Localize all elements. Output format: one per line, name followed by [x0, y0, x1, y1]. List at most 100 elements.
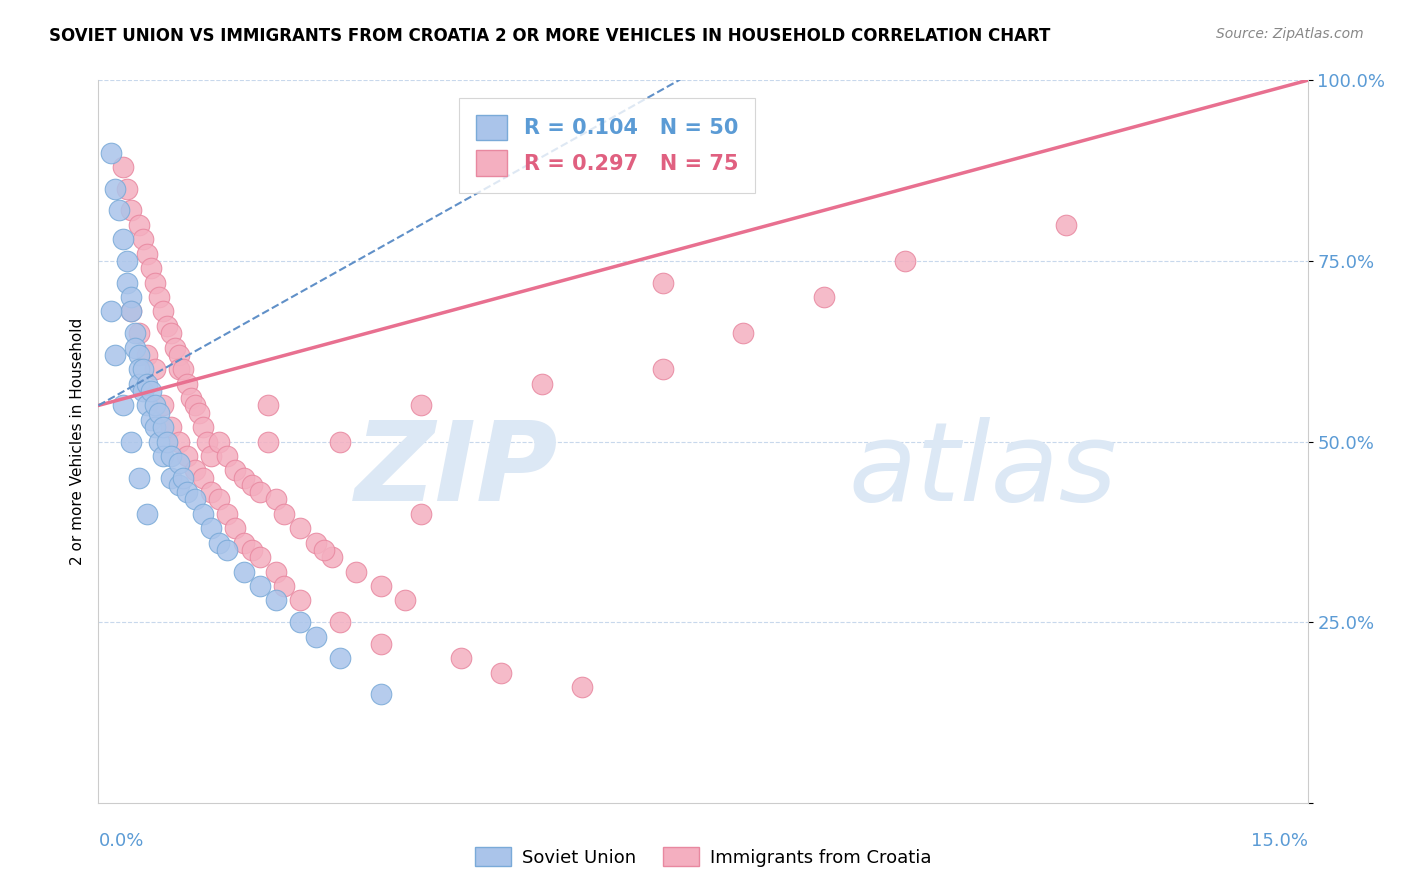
Point — [176, 376, 198, 391]
Point — [167, 348, 190, 362]
Point — [193, 420, 215, 434]
Y-axis label: 2 or more Vehicles in Household: 2 or more Vehicles in Household — [69, 318, 84, 566]
Point — [240, 478, 263, 492]
Point — [120, 290, 142, 304]
Point — [139, 384, 162, 398]
Point — [224, 463, 246, 477]
Point — [115, 253, 138, 268]
Point — [571, 680, 593, 694]
Point — [128, 326, 150, 341]
Point — [288, 521, 311, 535]
Point — [135, 507, 157, 521]
Point — [305, 630, 328, 644]
Point — [232, 471, 254, 485]
Point — [208, 535, 231, 549]
Point — [273, 507, 295, 521]
Point — [167, 456, 190, 470]
Point — [132, 362, 155, 376]
Point — [152, 304, 174, 318]
Point — [256, 434, 278, 449]
Point — [120, 434, 142, 449]
Point — [305, 535, 328, 549]
Point — [143, 420, 166, 434]
Point — [288, 615, 311, 630]
Point — [249, 579, 271, 593]
Point — [217, 449, 239, 463]
Point — [188, 406, 211, 420]
Point — [893, 253, 915, 268]
Point — [240, 542, 263, 557]
Point — [111, 232, 134, 246]
Point — [148, 290, 170, 304]
Point — [249, 550, 271, 565]
Point — [120, 203, 142, 218]
Point — [329, 651, 352, 665]
Point — [200, 485, 222, 500]
Point — [148, 434, 170, 449]
Point — [208, 434, 231, 449]
Point — [200, 449, 222, 463]
Point — [409, 398, 432, 412]
Point — [249, 485, 271, 500]
Point — [288, 593, 311, 607]
Point — [167, 362, 190, 376]
Point — [160, 449, 183, 463]
Point — [195, 434, 218, 449]
Point — [143, 398, 166, 412]
Point — [148, 406, 170, 420]
Legend: R = 0.104   N = 50, R = 0.297   N = 75: R = 0.104 N = 50, R = 0.297 N = 75 — [460, 98, 755, 193]
Point — [370, 687, 392, 701]
Point — [184, 463, 207, 477]
Point — [132, 232, 155, 246]
Point — [128, 376, 150, 391]
Point — [176, 485, 198, 500]
Point — [314, 542, 336, 557]
Text: atlas: atlas — [848, 417, 1116, 524]
Point — [651, 276, 673, 290]
Point — [120, 304, 142, 318]
Point — [409, 507, 432, 521]
Text: 0.0%: 0.0% — [98, 831, 143, 850]
Point — [132, 384, 155, 398]
Point — [329, 434, 352, 449]
Point — [143, 362, 166, 376]
Point — [370, 579, 392, 593]
Point — [156, 318, 179, 333]
Point — [100, 145, 122, 160]
Point — [167, 478, 190, 492]
Legend: Soviet Union, Immigrants from Croatia: Soviet Union, Immigrants from Croatia — [467, 840, 939, 874]
Text: ZIP: ZIP — [354, 417, 558, 524]
Point — [135, 348, 157, 362]
Point — [1054, 218, 1077, 232]
Point — [394, 593, 416, 607]
Point — [176, 449, 198, 463]
Text: 15.0%: 15.0% — [1250, 831, 1308, 850]
Point — [224, 521, 246, 535]
Text: Source: ZipAtlas.com: Source: ZipAtlas.com — [1216, 27, 1364, 41]
Point — [733, 326, 755, 341]
Point — [163, 341, 186, 355]
Point — [651, 362, 673, 376]
Point — [217, 542, 239, 557]
Point — [264, 492, 287, 507]
Point — [152, 420, 174, 434]
Point — [264, 593, 287, 607]
Point — [139, 261, 162, 276]
Point — [152, 398, 174, 412]
Point — [208, 492, 231, 507]
Point — [184, 398, 207, 412]
Point — [184, 492, 207, 507]
Point — [193, 471, 215, 485]
Text: SOVIET UNION VS IMMIGRANTS FROM CROATIA 2 OR MORE VEHICLES IN HOUSEHOLD CORRELAT: SOVIET UNION VS IMMIGRANTS FROM CROATIA … — [49, 27, 1050, 45]
Point — [135, 246, 157, 260]
Point — [172, 362, 194, 376]
Point — [107, 203, 129, 218]
Point — [160, 420, 183, 434]
Point — [128, 218, 150, 232]
Point — [135, 376, 157, 391]
Point — [152, 449, 174, 463]
Point — [491, 665, 513, 680]
Point — [813, 290, 835, 304]
Point — [172, 471, 194, 485]
Point — [344, 565, 367, 579]
